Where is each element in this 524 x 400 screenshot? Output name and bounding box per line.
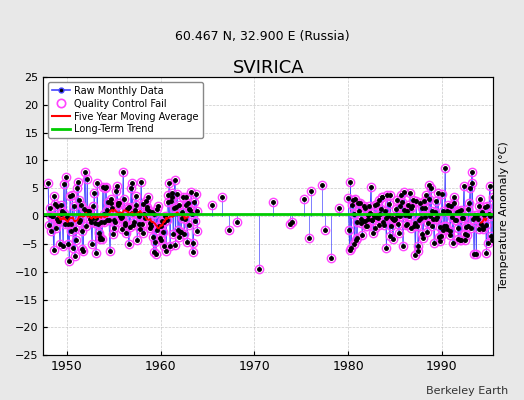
Text: Berkeley Earth: Berkeley Earth [426, 386, 508, 396]
Title: SVIRICA: SVIRICA [233, 59, 304, 77]
Text: 60.467 N, 32.900 E (Russia): 60.467 N, 32.900 E (Russia) [174, 30, 350, 43]
Y-axis label: Temperature Anomaly (°C): Temperature Anomaly (°C) [499, 142, 509, 290]
Legend: Raw Monthly Data, Quality Control Fail, Five Year Moving Average, Long-Term Tren: Raw Monthly Data, Quality Control Fail, … [48, 82, 203, 138]
